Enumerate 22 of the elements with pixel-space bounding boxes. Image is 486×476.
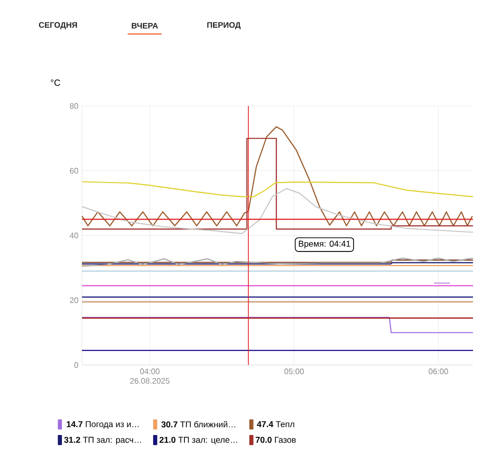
line-series bbox=[81, 258, 474, 267]
text: СЕГОДНЯ bbox=[38, 22, 77, 30]
annotation: Время: 04:41 bbox=[298, 240, 350, 248]
y-tick-label: 80 bbox=[70, 103, 78, 109]
x-tick-label: 06:00 bbox=[428, 368, 448, 374]
text: ВЧЕРА bbox=[132, 22, 158, 28]
line-series bbox=[81, 181, 474, 198]
legend-label: 70.0 Газов bbox=[256, 436, 296, 443]
line-series bbox=[81, 188, 474, 234]
y-tick-label: 20 bbox=[70, 297, 78, 304]
legend-label: 30.7 ТП ближний… bbox=[161, 421, 236, 428]
x-tick-label: 05:00 bbox=[284, 368, 304, 374]
text: ПЕРИОД bbox=[207, 22, 241, 30]
x-tick-label: 04:00 26.08.2025 bbox=[130, 368, 170, 384]
legend-label: 47.4 Тепл bbox=[256, 421, 294, 428]
legend-label: 21.0 ТП зал: целе… bbox=[160, 436, 238, 444]
legend-label: 14.7 Погода из и… bbox=[66, 421, 139, 429]
y-tick-label: 60 bbox=[70, 168, 78, 174]
legend-label: 31.2 ТП зал: расч… bbox=[64, 436, 141, 444]
y-tick-label: 40 bbox=[70, 232, 78, 238]
y-axis-title: °C bbox=[50, 80, 60, 86]
y-tick-label: 0 bbox=[74, 362, 78, 368]
